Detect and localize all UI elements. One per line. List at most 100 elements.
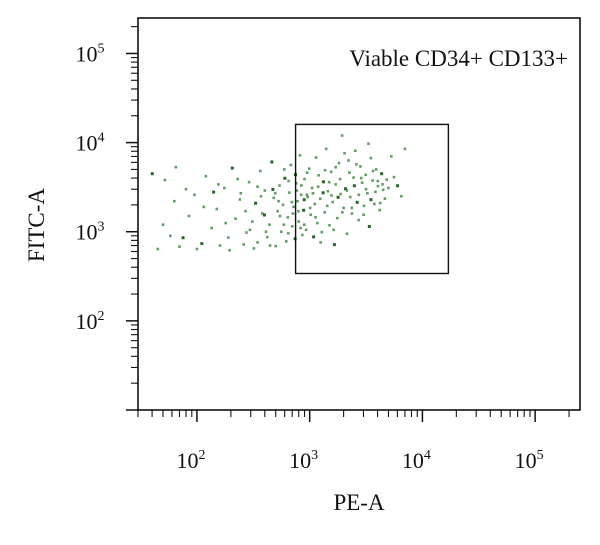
data-point	[362, 204, 366, 208]
data-point	[156, 247, 160, 251]
data-point	[339, 192, 342, 196]
data-point	[202, 205, 206, 209]
data-point	[284, 240, 288, 243]
x-axis-title: PE-A	[333, 490, 385, 515]
data-point	[251, 220, 254, 223]
data-point	[215, 207, 219, 211]
data-point	[352, 184, 356, 188]
data-point	[331, 200, 334, 204]
data-point	[350, 206, 354, 210]
data-point	[366, 191, 369, 195]
data-point	[369, 198, 373, 202]
data-point	[279, 230, 283, 234]
data-point	[282, 223, 286, 226]
data-point	[317, 173, 320, 177]
data-point	[336, 195, 340, 199]
data-point	[324, 147, 328, 151]
data-point	[168, 234, 172, 238]
data-point	[264, 230, 268, 234]
data-point	[173, 199, 176, 203]
data-point	[332, 228, 335, 232]
data-point	[245, 231, 248, 234]
data-point	[286, 216, 290, 219]
data-point	[263, 189, 267, 192]
y-tick-base: 10	[76, 220, 98, 245]
data-point	[302, 208, 306, 212]
data-point	[218, 244, 222, 247]
data-point	[281, 203, 285, 207]
data-point	[336, 216, 339, 220]
data-point	[342, 206, 345, 210]
data-point	[302, 198, 306, 202]
x-tick-exponent: 3	[311, 448, 318, 463]
data-point	[174, 165, 178, 169]
data-point	[312, 235, 316, 239]
data-point	[350, 212, 354, 215]
data-point	[307, 167, 311, 170]
data-point	[150, 172, 154, 176]
data-point	[268, 244, 272, 247]
data-point	[274, 244, 278, 248]
data-point	[276, 209, 279, 213]
data-point	[325, 204, 329, 208]
data-point	[357, 193, 361, 197]
data-point	[304, 228, 308, 232]
data-point	[259, 169, 262, 173]
data-point	[381, 188, 385, 192]
data-point	[367, 225, 371, 229]
data-point	[193, 193, 196, 197]
y-tick-exponent: 3	[98, 220, 105, 235]
data-point	[309, 213, 312, 217]
data-point	[338, 177, 342, 181]
data-point	[403, 147, 407, 151]
data-point	[314, 156, 318, 159]
data-point	[347, 159, 350, 162]
data-point	[242, 243, 246, 246]
data-point	[332, 243, 336, 247]
data-point	[329, 170, 333, 174]
x-tick-base: 10	[402, 448, 424, 473]
data-point	[299, 226, 302, 230]
data-point	[367, 142, 370, 146]
data-point	[380, 172, 384, 176]
y-tick-base: 10	[76, 131, 98, 156]
data-point	[396, 184, 400, 188]
data-point	[328, 224, 331, 227]
x-tick-label: 104	[402, 448, 431, 473]
y-axis-title: FITC-A	[24, 188, 49, 263]
data-point	[340, 134, 344, 137]
data-point	[223, 186, 226, 190]
data-point	[292, 205, 295, 209]
data-point	[383, 197, 387, 200]
data-point	[316, 221, 319, 225]
data-point	[359, 165, 362, 168]
data-point	[387, 186, 390, 190]
data-point	[295, 189, 299, 192]
data-point	[376, 179, 380, 183]
data-point	[378, 201, 382, 205]
data-point	[316, 185, 320, 189]
data-point	[385, 178, 388, 181]
data-point	[334, 165, 337, 169]
data-point	[330, 194, 333, 197]
x-axis: 102 103 104 105	[137, 410, 570, 473]
data-point	[224, 221, 228, 225]
data-point	[378, 208, 381, 212]
data-point	[227, 236, 230, 239]
data-point	[364, 187, 368, 191]
data-point	[334, 183, 337, 186]
data-point	[290, 200, 294, 204]
data-point	[362, 213, 365, 217]
data-point	[348, 171, 351, 174]
data-point	[261, 212, 264, 215]
data-point	[305, 193, 309, 197]
data-point	[234, 217, 237, 221]
data-point	[303, 177, 306, 181]
data-point	[254, 201, 258, 205]
data-point	[323, 168, 327, 172]
data-point	[318, 197, 322, 200]
data-point	[244, 209, 247, 213]
data-point	[390, 155, 393, 158]
data-point	[248, 228, 252, 232]
